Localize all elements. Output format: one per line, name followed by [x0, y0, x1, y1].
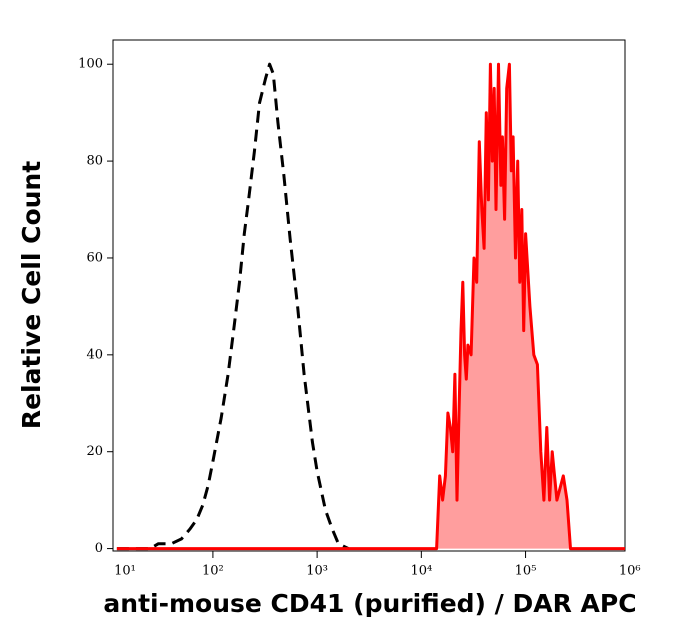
y-tick-label: 100	[78, 57, 103, 72]
line	[116, 62, 625, 551]
x-tick-label: 10³	[306, 564, 328, 579]
x-tick-label: 10⁶	[619, 564, 641, 579]
y-tick-label: 0	[95, 541, 103, 556]
plot-frame	[112, 39, 626, 552]
x-tick-label: 10¹	[114, 564, 136, 579]
area	[116, 64, 626, 549]
x-tick-label: 10²	[202, 564, 224, 579]
y-tick-label: 60	[86, 250, 103, 265]
x-tick-label: 10⁴	[410, 564, 432, 579]
line	[116, 62, 350, 551]
y-tick-label: 80	[86, 154, 103, 169]
y-axis-title: Relative Cell Count	[17, 161, 46, 429]
x-tick-label: 10⁵	[515, 564, 537, 579]
x-axis-title: anti-mouse CD41 (purified) / DAR APC	[103, 589, 636, 618]
y-tick-label: 20	[86, 444, 103, 459]
y-tick-label: 40	[86, 347, 103, 362]
